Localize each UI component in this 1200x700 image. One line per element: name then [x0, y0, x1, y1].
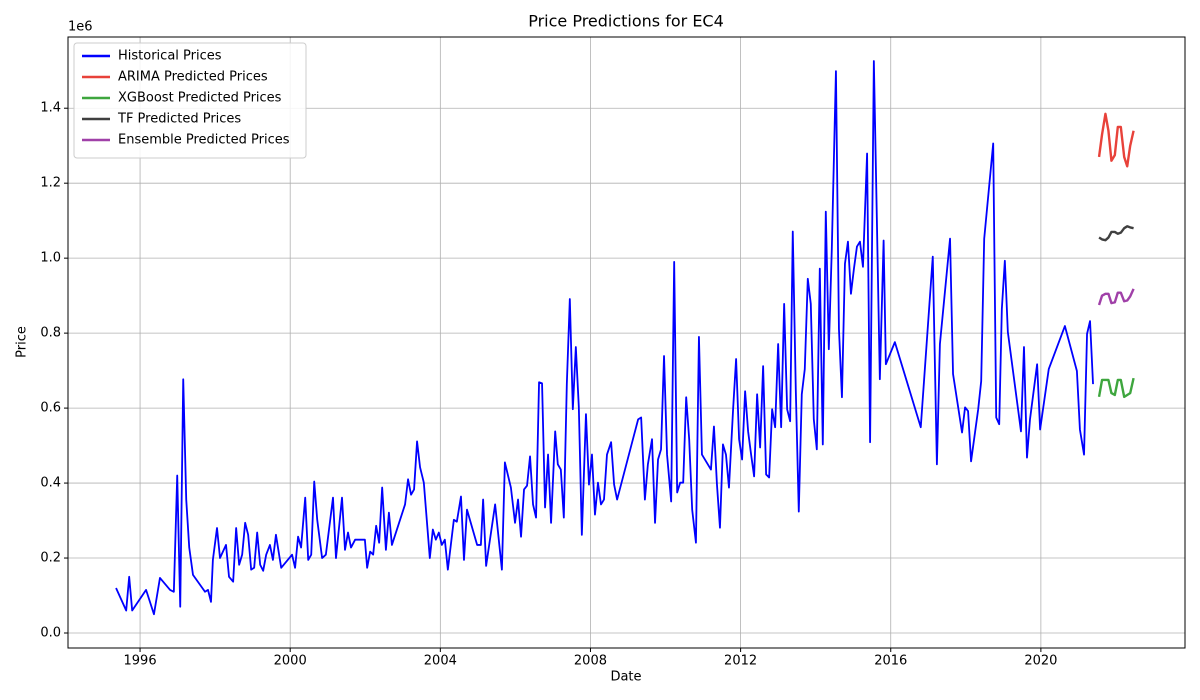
legend-label: TF Predicted Prices	[117, 112, 241, 127]
legend-label: ARIMA Predicted Prices	[118, 70, 268, 85]
x-tick-label: 1996	[124, 654, 157, 669]
ticks: 1996 2000 2004 2008 2012 2016 2020 0.0 0.2 0.4 0.6…	[40, 101, 1057, 669]
plot-lines	[115, 60, 1135, 616]
series-line	[1097, 377, 1135, 399]
y-axis-label: Price	[15, 326, 30, 358]
y-tick-label: 0.8	[40, 326, 61, 341]
plot-frame	[67, 36, 1186, 649]
x-tick-label: 2012	[724, 654, 757, 669]
x-tick-label: 2008	[574, 654, 607, 669]
y-tick-label: 0.2	[40, 551, 61, 566]
legend-label: XGBoost Predicted Prices	[118, 91, 282, 106]
legend-label: Ensemble Predicted Prices	[118, 133, 290, 148]
offset-text: 1e6	[68, 20, 93, 35]
legend-box	[73, 42, 307, 159]
x-tick-label: 2016	[874, 654, 907, 669]
y-tick-label: 1.0	[40, 251, 61, 266]
series-line	[1098, 225, 1134, 242]
y-tick-label: 0.6	[40, 401, 61, 416]
x-tick-label: 2020	[1024, 654, 1057, 669]
y-tick-label: 0.4	[40, 476, 61, 491]
chart-title: Price Predictions for EC4	[528, 12, 724, 31]
series-line	[115, 60, 1094, 616]
series-line	[1097, 288, 1135, 306]
legend-label: Historical Prices	[118, 49, 222, 64]
y-tick-label: 1.4	[40, 101, 61, 116]
y-tick-label: 0.0	[40, 626, 61, 641]
y-tick-label: 1.2	[40, 176, 61, 191]
legend: Historical Prices ARIMA Predicted Prices X…	[73, 42, 307, 159]
series-line	[1097, 112, 1135, 168]
x-axis-label: Date	[610, 670, 641, 685]
x-tick-label: 2000	[274, 654, 307, 669]
x-tick-label: 2004	[424, 654, 457, 669]
